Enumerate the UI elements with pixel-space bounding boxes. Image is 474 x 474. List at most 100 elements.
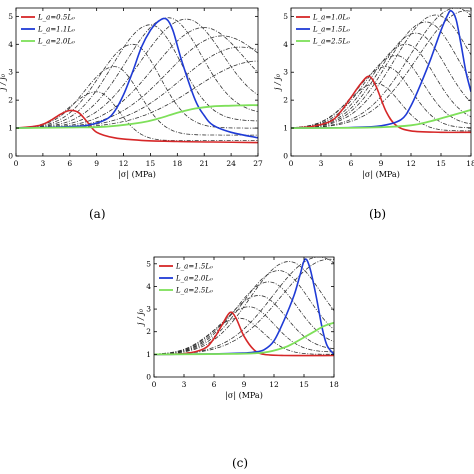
legend-label: L_a=1.5L₀ xyxy=(175,263,213,271)
x-tick-label: 6 xyxy=(349,159,354,168)
panel-label-c: (c) xyxy=(232,456,249,470)
y-tick-label: 0 xyxy=(146,373,151,382)
dashed-curve xyxy=(154,317,334,355)
y-tick-label: 4 xyxy=(283,40,288,49)
legend-label: L_a=1.5L₀ xyxy=(312,26,350,34)
x-tick-label: 12 xyxy=(269,380,279,389)
dashed-curve xyxy=(291,82,471,132)
x-axis-label: |σ| (MPa) xyxy=(118,170,156,179)
dashed-curve xyxy=(16,17,258,129)
dashed-curve xyxy=(16,91,258,142)
x-tick-label: 27 xyxy=(253,159,263,168)
series-line-3 xyxy=(16,104,258,129)
y-tick-label: 4 xyxy=(8,40,13,49)
x-tick-label: 3 xyxy=(182,380,187,389)
legend-label: L_a=2.0L₀ xyxy=(37,38,75,46)
dashed-curve xyxy=(154,261,334,355)
legend-label: L_a=0.5L₀ xyxy=(37,14,75,22)
y-axis-label: j / j₀ xyxy=(136,308,145,327)
x-tick-label: 6 xyxy=(212,380,217,389)
dashed-curve xyxy=(16,35,258,129)
y-tick-label: 5 xyxy=(283,12,288,21)
series-line-3 xyxy=(291,109,471,129)
x-tick-label: 9 xyxy=(242,380,247,389)
x-tick-label: 12 xyxy=(119,159,129,168)
x-tick-label: 6 xyxy=(67,159,72,168)
y-tick-label: 4 xyxy=(146,282,151,291)
panel-label-b: (b) xyxy=(369,207,387,221)
y-tick-label: 0 xyxy=(8,152,13,161)
x-tick-label: 3 xyxy=(40,159,45,168)
y-tick-label: 3 xyxy=(8,68,13,77)
dashed-curve xyxy=(154,270,334,355)
dashed-curve xyxy=(154,306,334,355)
panel-label-a: (a) xyxy=(89,207,106,221)
y-tick-label: 1 xyxy=(283,124,288,133)
plot-frame xyxy=(15,7,259,157)
dashed-curve xyxy=(291,55,471,129)
y-axis-label: j / j₀ xyxy=(0,73,7,92)
dashed-curve xyxy=(16,18,258,129)
x-tick-label: 9 xyxy=(94,159,99,168)
x-axis-label: |σ| (MPa) xyxy=(225,391,263,400)
dashed-curve xyxy=(16,60,258,129)
series-line-1 xyxy=(291,75,471,134)
x-tick-label: 18 xyxy=(173,159,183,168)
y-tick-label: 2 xyxy=(8,96,13,105)
plot-area xyxy=(16,17,258,144)
y-axis-label: j / j₀ xyxy=(273,73,282,92)
x-tick-label: 21 xyxy=(199,159,209,168)
x-tick-label: 0 xyxy=(289,159,294,168)
dashed-curve xyxy=(154,295,334,355)
dashed-curve xyxy=(154,281,334,355)
x-tick-label: 15 xyxy=(299,380,309,389)
dashed-curve xyxy=(291,14,471,129)
y-tick-label: 5 xyxy=(146,259,151,268)
y-tick-label: 0 xyxy=(283,152,288,161)
legend-label: L_a=1.1L₀ xyxy=(37,26,75,34)
series-line-2 xyxy=(16,17,258,139)
x-tick-label: 15 xyxy=(436,159,446,168)
x-tick-label: 24 xyxy=(226,159,236,168)
y-tick-label: 1 xyxy=(146,350,151,359)
x-axis-label: |σ| (MPa) xyxy=(362,170,400,179)
dashed-curve xyxy=(16,43,258,129)
legend: L_a=0.5L₀ L_a=1.1L₀ L_a=2.0L₀ xyxy=(21,14,75,46)
y-tick-label: 1 xyxy=(8,124,13,133)
legend: L_a=1.5L₀ L_a=2.0L₀ L_a=2.5L₀ xyxy=(159,263,213,295)
legend-label: L_a=2.0L₀ xyxy=(175,275,213,283)
plot-area xyxy=(291,8,471,134)
dashed-curve xyxy=(291,43,471,129)
x-tick-label: 0 xyxy=(152,380,157,389)
x-tick-label: 0 xyxy=(14,159,19,168)
dashed-curve xyxy=(154,257,334,355)
legend: L_a=1.0L₀ L_a=1.5L₀ L_a=2.5L₀ xyxy=(296,14,350,46)
legend-label: L_a=2.5L₀ xyxy=(312,38,350,46)
series-line-3 xyxy=(154,321,334,356)
x-tick-label: 3 xyxy=(319,159,324,168)
series-line-1 xyxy=(16,109,258,144)
dashed-curve xyxy=(16,24,258,129)
x-tick-label: 15 xyxy=(146,159,156,168)
y-tick-label: 3 xyxy=(283,68,288,77)
dashed-curve xyxy=(291,10,471,129)
x-tick-label: 12 xyxy=(406,159,416,168)
series-line-1 xyxy=(154,311,334,357)
legend-label: L_a=1.0L₀ xyxy=(312,14,350,22)
y-tick-label: 5 xyxy=(8,12,13,21)
y-tick-label: 2 xyxy=(146,327,151,336)
x-tick-label: 9 xyxy=(379,159,384,168)
x-tick-label: 18 xyxy=(329,380,339,389)
x-tick-label: 18 xyxy=(466,159,474,168)
y-tick-label: 2 xyxy=(283,96,288,105)
legend-label: L_a=2.5L₀ xyxy=(175,287,213,295)
y-tick-label: 3 xyxy=(146,305,151,314)
plot-area xyxy=(154,257,334,357)
dashed-curve xyxy=(291,32,471,129)
dashed-curve xyxy=(16,66,258,136)
series-line-2 xyxy=(291,9,471,129)
